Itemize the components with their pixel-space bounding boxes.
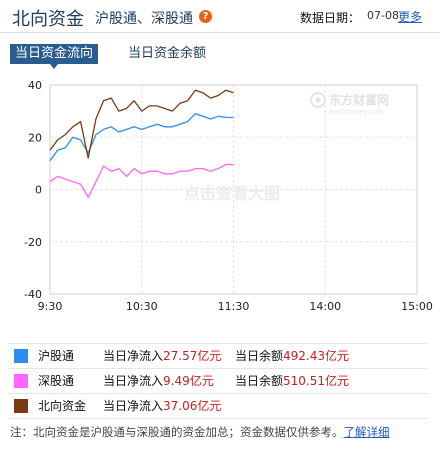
- legend-name: 北向资金: [38, 399, 87, 413]
- watermark-logo-text: 东方财富网: [329, 92, 389, 107]
- balance-label: 当日余额: [235, 349, 284, 363]
- footnote: 注：北向资金是沪股通与深股通的资金加总；资金数据仅供参考。了解详细: [10, 424, 390, 440]
- legend-inflow: 当日净流入27.57亿元: [103, 344, 221, 368]
- legend-inflow: 当日净流入37.06亿元: [103, 394, 221, 418]
- inflow-label: 当日净流入: [103, 349, 164, 363]
- series-line-深股通: [49, 163, 234, 198]
- x-tick-label: 11:30: [218, 300, 250, 313]
- inflow-value: 37.06亿元: [163, 399, 222, 413]
- inflow-value: 27.57亿元: [163, 349, 222, 363]
- date-value: 07-08: [367, 9, 399, 22]
- legend-inflow: 当日净流入9.49亿元: [103, 369, 214, 393]
- header: 北向资金 沪股通、深股通 ? 数据日期： 07-08 更多: [0, 0, 440, 33]
- y-tick-label: 40: [28, 79, 42, 92]
- legend-balance: 当日余额510.51亿元: [235, 369, 349, 393]
- eastmoney-logo-icon: [310, 92, 326, 108]
- tab-daily-flow[interactable]: 当日资金流向: [10, 44, 99, 69]
- inflow-value: 9.49亿元: [163, 374, 214, 388]
- x-tick-label: 9:30: [38, 300, 63, 313]
- watermark: 东方财富网 eastmoney.com 点击查看大图: [184, 92, 389, 203]
- watermark-logo-sub: eastmoney.com: [329, 108, 384, 116]
- legend-row: 深股通 当日净流入9.49亿元 当日余额510.51亿元: [8, 369, 428, 394]
- y-tick-label: -20: [24, 236, 42, 249]
- inflow-label: 当日净流入: [103, 374, 164, 388]
- question-icon[interactable]: ?: [199, 10, 212, 23]
- series-line-沪股通: [49, 113, 234, 162]
- balance-value: 492.43亿元: [283, 349, 350, 363]
- subtitle: 沪股通、深股通: [95, 11, 193, 27]
- tab-daily-balance[interactable]: 当日资金余额: [128, 46, 207, 61]
- page-title: 北向资金: [12, 9, 84, 30]
- legend-name: 深股通: [38, 374, 75, 388]
- balance-label: 当日余额: [235, 374, 284, 388]
- footnote-text: 注：北向资金是沪股通与深股通的资金加总；资金数据仅供参考。: [10, 425, 344, 439]
- y-tick-label: 20: [28, 131, 42, 144]
- legend-swatch: [14, 399, 28, 413]
- y-tick-label: 0: [35, 184, 42, 197]
- plot-frame: [49, 84, 418, 295]
- balance-value: 510.51亿元: [283, 374, 350, 388]
- legend-swatch: [14, 374, 28, 388]
- chart-series: [49, 89, 234, 198]
- legend-name: 沪股通: [38, 349, 75, 363]
- learn-more-link[interactable]: 了解详细: [343, 425, 390, 439]
- legend-balance: 当日余额492.43亿元: [235, 344, 349, 368]
- watermark-center-text: 点击查看大图: [184, 184, 280, 203]
- legend-table: 沪股通 当日净流入27.57亿元 当日余额492.43亿元 深股通 当日净流入9…: [8, 343, 428, 419]
- more-link[interactable]: 更多: [398, 10, 423, 24]
- date-label: 数据日期：: [300, 11, 361, 25]
- series-line-北向资金: [49, 89, 234, 159]
- x-tick-label: 15:00: [401, 300, 433, 313]
- x-tick-label: 14:00: [309, 300, 341, 313]
- inflow-label: 当日净流入: [103, 399, 164, 413]
- legend-swatch: [14, 349, 28, 363]
- chart-canvas[interactable]: 40 20 0 -20 -409:30 10:30 11:30 14:00 15:00 东方财富…: [0, 68, 440, 328]
- y-tick-label: -40: [24, 288, 42, 301]
- legend-row: 沪股通 当日净流入27.57亿元 当日余额492.43亿元: [8, 344, 428, 369]
- legend-row: 北向资金 当日净流入37.06亿元: [8, 394, 428, 419]
- x-tick-label: 10:30: [126, 300, 158, 313]
- chart-axes: 40 20 0 -20 -409:30 10:30 11:30 14:00 15:00: [24, 79, 433, 313]
